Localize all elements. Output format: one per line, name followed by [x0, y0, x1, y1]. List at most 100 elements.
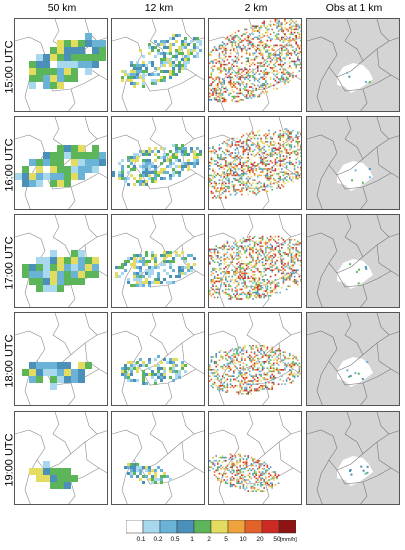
precip-cell [252, 240, 254, 243]
precip-cell [142, 61, 145, 64]
precip-cell [245, 89, 248, 91]
precip-cell [265, 477, 267, 480]
precip-cell [223, 460, 225, 462]
precip-cell [266, 31, 269, 34]
precip-cell [228, 182, 230, 185]
precip-cell [274, 79, 277, 82]
precip-cell [142, 82, 145, 85]
precip-cell [181, 52, 184, 55]
precip-cell [175, 147, 178, 150]
precip-cell [226, 76, 229, 79]
precip-cell [154, 180, 157, 183]
precip-cell [242, 274, 245, 276]
precip-cell [249, 169, 251, 172]
precip-cell [249, 263, 251, 265]
precip-cell [234, 271, 237, 273]
precip-cell [169, 358, 172, 361]
precip-cell [239, 87, 241, 90]
precip-cell [215, 285, 217, 287]
precip-cell [274, 169, 277, 172]
precip-cell [145, 64, 148, 67]
precip-cell [218, 157, 221, 159]
precip-cell [274, 279, 277, 281]
country-border [376, 117, 390, 140]
precip-cell [253, 76, 256, 79]
precip-cell [284, 20, 286, 23]
precip-cell [160, 58, 163, 61]
precip-cell [269, 177, 272, 180]
precip-cell [231, 46, 233, 48]
precip-cell [236, 348, 238, 350]
precip-cell [148, 269, 151, 272]
precip-cell [242, 184, 245, 186]
precip-cell [255, 51, 257, 53]
precip-cell [151, 73, 154, 76]
precip-cell [169, 281, 172, 284]
precip-cell [154, 177, 157, 180]
precip-cell [247, 166, 249, 169]
precip-cell [234, 100, 237, 103]
precip-cell [249, 65, 251, 67]
precip-cell [274, 158, 277, 161]
precip-cell [258, 35, 261, 37]
precip-cell [226, 383, 229, 385]
precip-cell [85, 152, 92, 159]
precip-cell [223, 171, 225, 173]
precip-cell [241, 247, 243, 249]
precip-cell [220, 365, 222, 368]
precip-cell [282, 179, 285, 181]
precip-cell [215, 469, 217, 472]
precip-cell [260, 388, 262, 390]
precip-cell [163, 278, 166, 281]
precip-cell [229, 67, 232, 69]
precip-cell [250, 464, 253, 467]
precip-cell [252, 248, 254, 251]
precip-cell [289, 160, 291, 162]
precip-cell [281, 287, 283, 289]
precip-cell [215, 356, 217, 358]
precip-cell [228, 39, 230, 42]
precip-cell [217, 247, 219, 249]
precip-cell [233, 84, 235, 87]
precip-cell [265, 463, 267, 465]
precip-cell [217, 49, 219, 51]
precip-cell [265, 51, 267, 53]
precip-cell [263, 78, 265, 80]
precip-cell [295, 43, 297, 45]
precip-cell [237, 261, 240, 263]
precip-cell [285, 47, 288, 50]
precip-cell [261, 293, 264, 295]
precip-cell [209, 261, 211, 263]
precip-cell [220, 176, 222, 178]
precip-cell [233, 190, 235, 193]
precip-cell [130, 73, 133, 76]
precip-cell [260, 158, 262, 161]
precip-cell [241, 187, 243, 189]
precip-cell [160, 379, 163, 382]
precip-cell [221, 70, 224, 72]
precip-cell [236, 461, 238, 464]
precip-cell [263, 25, 265, 27]
precip-cell [217, 250, 219, 252]
precip-cell [273, 150, 275, 153]
precip-cell [184, 147, 187, 150]
precip-cell [29, 75, 36, 82]
precip-cell [274, 369, 277, 371]
precip-cell [154, 478, 157, 481]
precip-cell [121, 367, 124, 370]
precip-cell [136, 156, 139, 159]
precip-cell [269, 181, 272, 183]
precip-cell [257, 189, 259, 191]
precip-cell [284, 39, 286, 42]
precip-cell [212, 92, 214, 95]
precip-cell [187, 55, 190, 58]
precip-cell [223, 291, 225, 294]
precip-cell [255, 373, 257, 376]
precip-cell [242, 47, 245, 50]
precip-cell [244, 161, 246, 164]
precip-cell [64, 180, 71, 187]
precip-cell [260, 84, 262, 87]
precip-cell [293, 362, 296, 365]
precip-cell [277, 354, 280, 357]
precip-cell [145, 263, 148, 266]
